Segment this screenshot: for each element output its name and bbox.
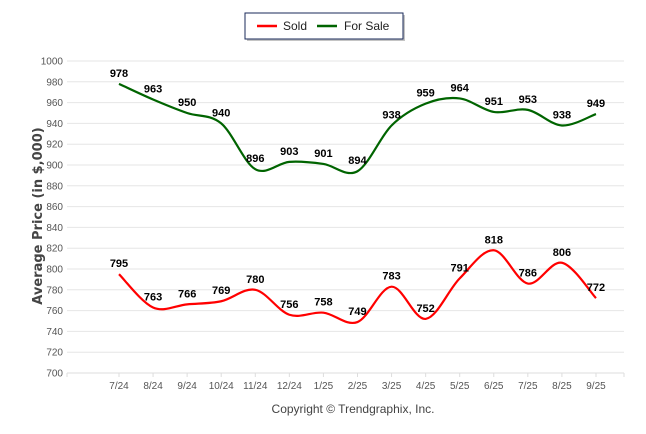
data-label-sold: 749 bbox=[348, 306, 366, 318]
data-label-for-sale: 964 bbox=[451, 82, 470, 94]
data-label-for-sale: 959 bbox=[416, 88, 434, 100]
data-label-sold: 763 bbox=[144, 291, 162, 303]
x-tick-label: 10/24 bbox=[209, 381, 234, 392]
y-tick-label: 980 bbox=[46, 77, 63, 88]
x-tick-label: 9/24 bbox=[177, 381, 197, 392]
y-tick-label: 740 bbox=[46, 327, 63, 338]
data-label-for-sale: 949 bbox=[587, 98, 605, 110]
x-tick-label: 3/25 bbox=[382, 381, 402, 392]
data-label-sold: 783 bbox=[382, 271, 400, 283]
data-label-sold: 795 bbox=[110, 258, 128, 270]
copyright-footer: Copyright © Trendgraphix, Inc. bbox=[272, 402, 435, 416]
x-tick-label: 12/24 bbox=[277, 381, 302, 392]
y-tick-label: 760 bbox=[46, 306, 63, 317]
x-tick-label: 11/24 bbox=[243, 381, 268, 392]
legend: Sold For Sale bbox=[244, 12, 405, 41]
y-tick-label: 920 bbox=[46, 140, 63, 151]
data-label-sold: 756 bbox=[280, 299, 298, 311]
y-axis-ticks: 700 720 740 760 780 800 820 840 860 880 900 920 940 9… bbox=[41, 57, 64, 380]
data-label-sold: 752 bbox=[416, 303, 434, 315]
x-axis-ticks: 7/24 8/24 9/24 10/24 11/24 12/24 1/25 2/25 3/25 4… bbox=[109, 381, 606, 392]
data-label-sold: 780 bbox=[246, 274, 264, 286]
series-lines bbox=[118, 82, 597, 325]
y-tick-label: 900 bbox=[46, 161, 63, 172]
y-tick-label: 1000 bbox=[41, 57, 64, 68]
legend-label-sold: Sold bbox=[283, 19, 307, 33]
x-tick-label: 7/25 bbox=[518, 381, 538, 392]
x-tick-label: 2/25 bbox=[348, 381, 368, 392]
y-tick-label: 860 bbox=[46, 202, 63, 213]
y-tick-label: 820 bbox=[46, 244, 63, 255]
x-tick-label: 6/25 bbox=[484, 381, 504, 392]
x-tick-label: 1/25 bbox=[314, 381, 334, 392]
data-label-sold: 758 bbox=[314, 297, 332, 309]
x-tick-label: 7/24 bbox=[109, 381, 129, 392]
y-tick-label: 700 bbox=[46, 369, 63, 380]
x-tick-label: 5/25 bbox=[450, 381, 470, 392]
data-label-sold: 806 bbox=[553, 247, 571, 259]
x-tick-label: 8/25 bbox=[552, 381, 572, 392]
data-label-sold: 772 bbox=[587, 282, 605, 294]
data-label-sold: 791 bbox=[451, 262, 469, 274]
data-label-for-sale: 963 bbox=[144, 83, 162, 95]
y-tick-label: 720 bbox=[46, 348, 63, 359]
grid-lines bbox=[66, 60, 625, 377]
data-label-sold: 786 bbox=[519, 268, 537, 280]
data-label-sold: 766 bbox=[178, 288, 196, 300]
data-label-for-sale: 938 bbox=[382, 109, 400, 121]
x-tick-label: 9/25 bbox=[586, 381, 606, 392]
data-label-for-sale: 978 bbox=[110, 68, 128, 80]
y-tick-label: 800 bbox=[46, 265, 63, 276]
y-axis-label: Average Price (in $,000) bbox=[31, 127, 46, 304]
y-tick-label: 780 bbox=[46, 285, 63, 296]
data-label-for-sale: 901 bbox=[314, 148, 332, 160]
y-tick-label: 840 bbox=[46, 223, 63, 234]
y-tick-label: 960 bbox=[46, 98, 63, 109]
data-label-for-sale: 903 bbox=[280, 146, 298, 158]
data-label-for-sale: 953 bbox=[519, 94, 537, 106]
legend-label-for-sale: For Sale bbox=[344, 19, 390, 33]
data-label-for-sale: 950 bbox=[178, 97, 196, 109]
data-label-for-sale: 951 bbox=[485, 96, 503, 108]
data-label-sold: 818 bbox=[485, 234, 503, 246]
x-tick-label: 8/24 bbox=[143, 381, 163, 392]
data-labels: 795 763 766 769 780 756 758 749 783 752 791 818 786 8… bbox=[110, 68, 605, 318]
x-tick-label: 4/25 bbox=[416, 381, 436, 392]
y-tick-label: 880 bbox=[46, 181, 63, 192]
data-label-for-sale: 938 bbox=[553, 109, 571, 121]
data-label-for-sale: 940 bbox=[212, 107, 230, 119]
data-label-for-sale: 894 bbox=[348, 155, 367, 167]
y-tick-label: 940 bbox=[46, 119, 63, 130]
data-label-for-sale: 896 bbox=[246, 153, 264, 165]
data-label-sold: 769 bbox=[212, 285, 230, 297]
